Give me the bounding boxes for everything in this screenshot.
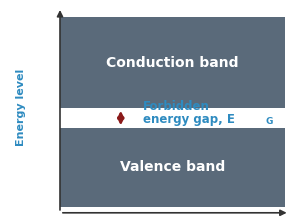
Text: energy gap, E: energy gap, E	[143, 112, 235, 126]
Text: G: G	[266, 117, 273, 126]
Text: Forbidden: Forbidden	[143, 100, 210, 114]
Bar	[60, 17, 285, 108]
Bar	[60, 128, 285, 207]
Text: Conduction band: Conduction band	[106, 56, 239, 70]
Text: Valence band: Valence band	[120, 160, 225, 174]
Text: Energy level: Energy level	[16, 69, 26, 146]
